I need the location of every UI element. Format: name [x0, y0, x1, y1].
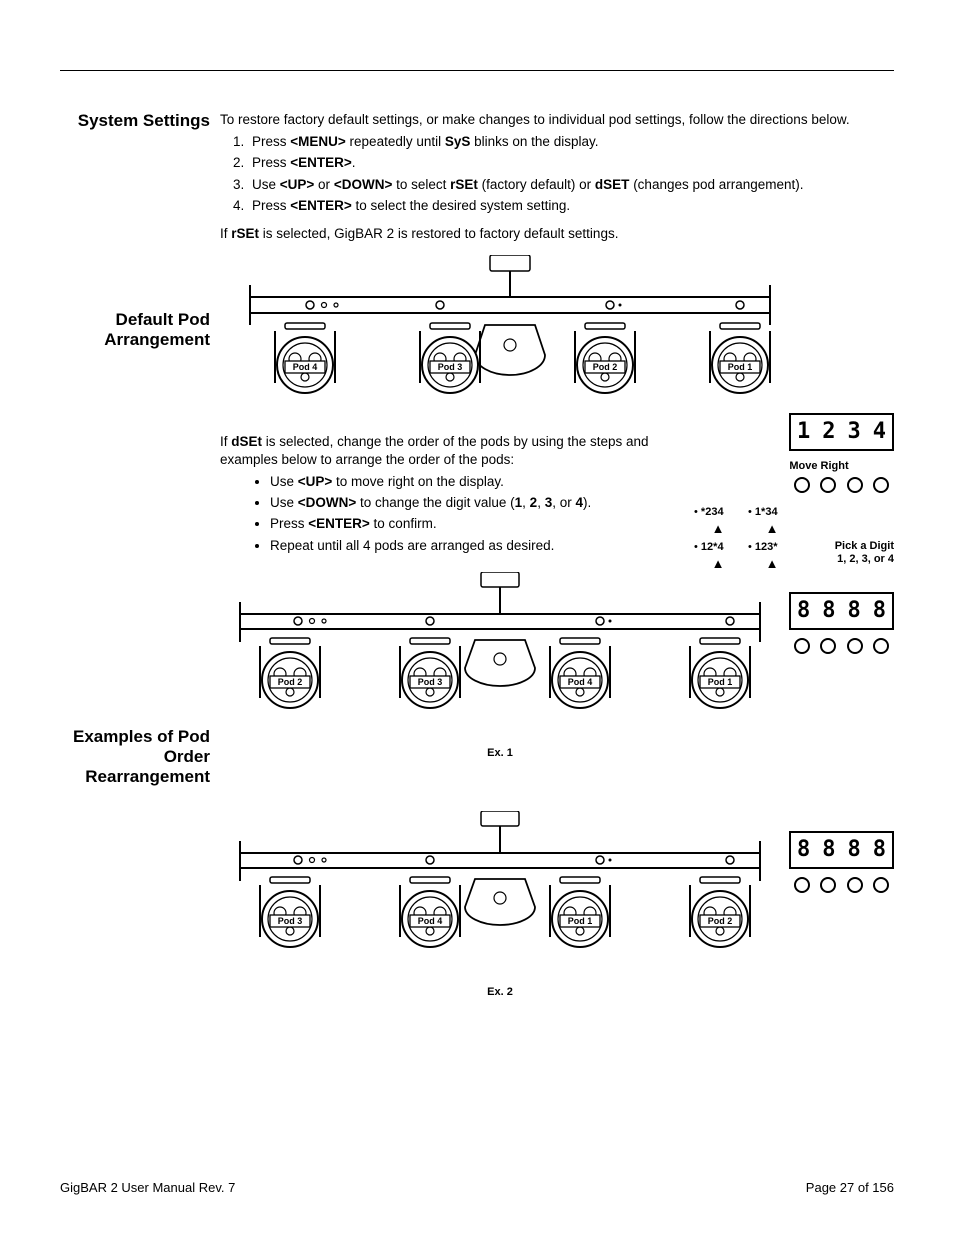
seq-row2: • 12*4▲ • 123*▲ Pick a Digit 1, 2, 3, or… — [694, 540, 894, 572]
heading-default-pod: Default Pod Arrangement — [60, 310, 220, 350]
section-system-settings: System Settings To restore factory defau… — [60, 111, 894, 247]
svg-text:Pod 3: Pod 3 — [418, 677, 443, 687]
ex2-btns — [789, 877, 894, 893]
ex1-wrap: Pod 2 Pod 3 Pod 4 Pod 1 Ex. — [220, 572, 894, 761]
bar-svg-default: Pod 4 Pod 3 Pod 2 Pod 1 — [220, 255, 800, 415]
ex1-display: 8888 — [789, 592, 894, 630]
intro-text: To restore factory default settings, or … — [220, 111, 894, 129]
heading-system-settings: System Settings — [60, 111, 220, 131]
top-rule — [60, 70, 894, 71]
system-settings-body: To restore factory default settings, or … — [220, 111, 894, 247]
steps-list: Press <MENU> repeatedly until SyS blinks… — [248, 133, 894, 215]
seq-row1: • *234▲ • 1*34▲ — [694, 505, 894, 537]
ex1-btns — [789, 638, 894, 654]
ctrl-btn-1 — [794, 477, 810, 493]
ex1-label: Ex. 1 — [220, 746, 780, 761]
segment-display: 1 2 3 4 — [789, 413, 894, 451]
step-2: Press <ENTER>. — [248, 154, 894, 172]
move-right-label: Move Right — [744, 459, 894, 474]
svg-text:Pod 1: Pod 1 — [568, 916, 593, 926]
svg-text:Pod 4: Pod 4 — [293, 362, 318, 372]
svg-text:Pod 4: Pod 4 — [568, 677, 593, 687]
svg-text:Pod 3: Pod 3 — [438, 362, 463, 372]
heading-examples: Examples of Pod Order Rearrangement — [60, 727, 220, 787]
rset-note: If rSEt is selected, GigBAR 2 is restore… — [220, 225, 894, 243]
ex2-wrap: Pod 3 Pod 4 Pod 1 Pod 2 Ex. — [220, 811, 894, 1000]
bar-svg-ex2: Pod 3 Pod 4 Pod 1 Pod 2 — [220, 811, 780, 976]
dset-b4: Repeat until all 4 pods are arranged as … — [270, 537, 650, 555]
section-default-pod: Default Pod Arrangement — [60, 255, 894, 420]
dset-bullets: Use <UP> to move right on the display. U… — [270, 473, 650, 555]
footer-right: Page 27 of 156 — [806, 1180, 894, 1195]
ex2-label: Ex. 2 — [220, 985, 780, 1000]
footer-left: GigBAR 2 User Manual Rev. 7 — [60, 1180, 235, 1195]
svg-text:Pod 2: Pod 2 — [278, 677, 303, 687]
section-examples: Examples of Pod Order Rearrangement — [60, 572, 894, 1000]
bar-svg-ex1: Pod 2 Pod 3 Pod 4 Pod 1 — [220, 572, 780, 737]
svg-text:Pod 2: Pod 2 — [593, 362, 618, 372]
ex2-display: 8888 — [789, 831, 894, 869]
ctrl-btn-4 — [873, 477, 889, 493]
svg-text:Pod 1: Pod 1 — [728, 362, 753, 372]
section-dset: If dSEt is selected, change the order of… — [60, 433, 894, 558]
svg-text:Pod 1: Pod 1 — [708, 677, 733, 687]
step-3: Use <UP> or <DOWN> to select rSEt (facto… — [248, 176, 894, 194]
dset-intro: If dSEt is selected, change the order of… — [220, 433, 650, 469]
default-pod-diagram: Pod 4 Pod 3 Pod 2 Pod 1 — [220, 255, 894, 420]
ex2-ctrl-panel: 8888 — [789, 831, 894, 893]
step-4: Press <ENTER> to select the desired syst… — [248, 197, 894, 215]
dset-b3: Press <ENTER> to confirm. — [270, 515, 650, 533]
dset-body: If dSEt is selected, change the order of… — [220, 433, 894, 558]
ctrl-btn-2 — [820, 477, 836, 493]
ctrl-btn-3 — [847, 477, 863, 493]
dset-b2: Use <DOWN> to change the digit value (1,… — [270, 494, 650, 512]
examples-body: Pod 2 Pod 3 Pod 4 Pod 1 Ex. — [220, 572, 894, 1000]
ex1-ctrl-panel: 8888 — [789, 592, 894, 654]
ctrl-buttons — [789, 477, 894, 493]
default-pod-body: Pod 4 Pod 3 Pod 2 Pod 1 — [220, 255, 894, 420]
page-footer: GigBAR 2 User Manual Rev. 7 Page 27 of 1… — [60, 1180, 894, 1195]
dset-b1: Use <UP> to move right on the display. — [270, 473, 650, 491]
step-1: Press <MENU> repeatedly until SyS blinks… — [248, 133, 894, 151]
instruction-panel: 1 2 3 4 Move Right • *234▲ • 1*34▲ • 12*… — [694, 413, 894, 573]
svg-text:Pod 4: Pod 4 — [418, 916, 443, 926]
svg-text:Pod 2: Pod 2 — [708, 916, 733, 926]
svg-text:Pod 3: Pod 3 — [278, 916, 303, 926]
